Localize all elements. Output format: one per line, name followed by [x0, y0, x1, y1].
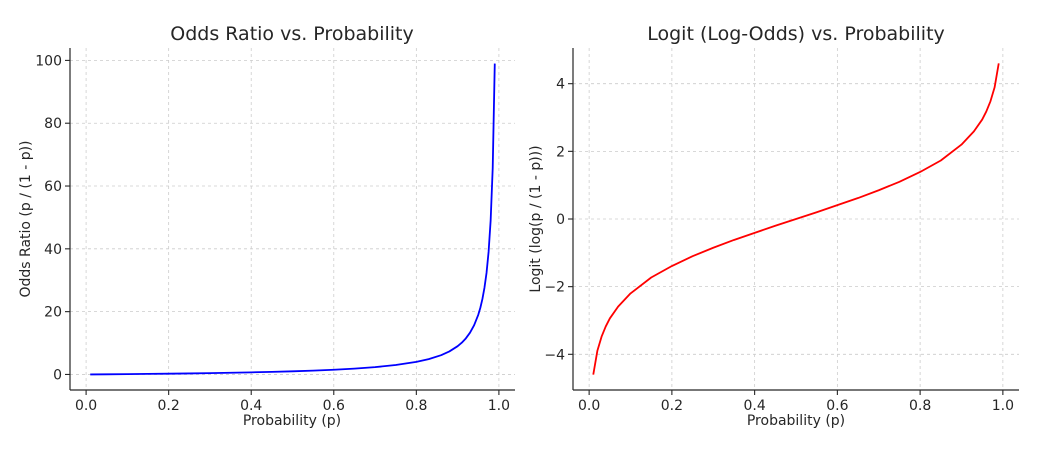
y-tick-label: 20: [44, 305, 62, 321]
y-tick-label: 40: [44, 242, 62, 258]
chart-title: Logit (Log-Odds) vs. Probability: [647, 23, 945, 45]
y-tick-label: 4: [556, 77, 565, 93]
series-line: [592, 63, 1000, 375]
y-tick-label: 2: [556, 144, 565, 160]
x-tick-label: 0.4: [240, 398, 262, 414]
x-tick-label: 0.8: [909, 398, 931, 414]
x-axis-label: Probability (p): [243, 413, 341, 429]
y-tick-label: 0: [556, 212, 565, 228]
x-tick-label: 0.2: [661, 398, 683, 414]
y-axis-label: Logit (log(p / (1 - p))): [528, 145, 544, 292]
y-axis-label: Odds Ratio (p / (1 - p)): [18, 140, 34, 297]
x-tick-label: 1.0: [488, 398, 510, 414]
x-tick-label: 0.0: [578, 398, 600, 414]
y-tick-label: −4: [544, 347, 565, 363]
x-tick-label: 0.4: [743, 398, 765, 414]
y-tick-label: 80: [44, 116, 62, 132]
x-tick-label: 0.8: [405, 398, 427, 414]
x-tick-label: 0.0: [75, 398, 97, 414]
y-tick-label: −2: [544, 280, 565, 296]
x-axis-label: Probability (p): [747, 413, 845, 429]
logit-chart: Logit (Log-Odds) vs. Probability Probabi…: [528, 23, 1019, 429]
y-tick-label: 0: [53, 367, 62, 383]
odds-ratio-chart: Odds Ratio vs. Probability Probability (…: [18, 23, 515, 429]
series-line: [90, 63, 496, 376]
x-tick-label: 0.6: [826, 398, 848, 414]
x-tick-label: 0.2: [158, 398, 180, 414]
x-tick-label: 1.0: [992, 398, 1014, 414]
chart-title: Odds Ratio vs. Probability: [170, 23, 414, 45]
x-tick-label: 0.6: [323, 398, 345, 414]
y-tick-label: 60: [44, 179, 62, 195]
y-tick-label: 100: [35, 53, 62, 69]
